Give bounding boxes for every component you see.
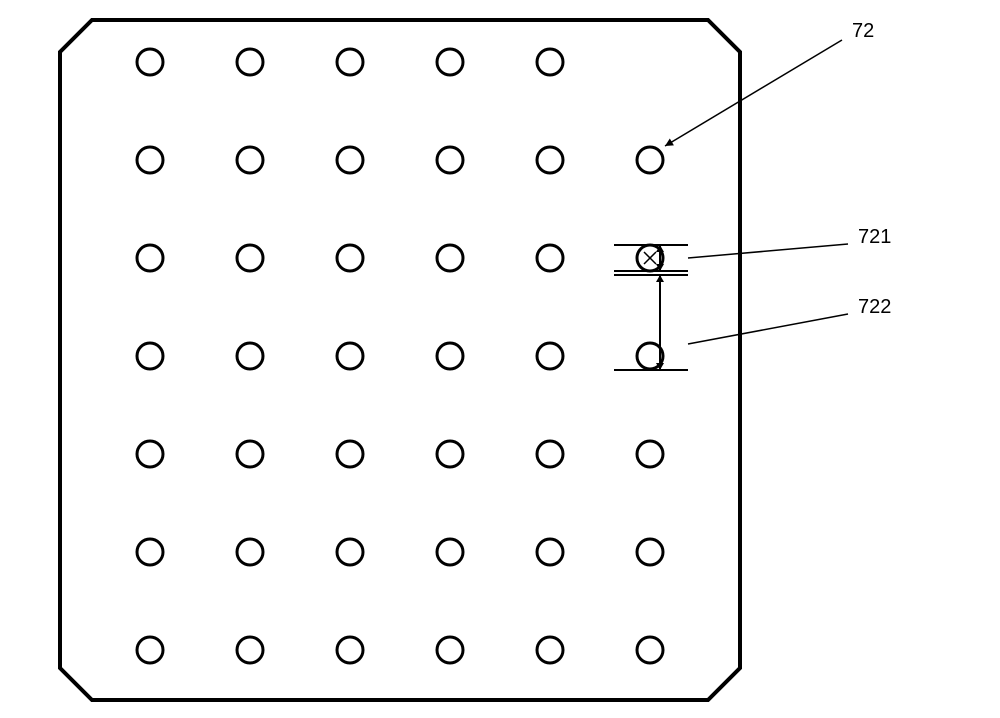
callout-label-hole-ref: 72	[852, 20, 874, 43]
hole	[337, 147, 363, 173]
hole	[637, 147, 663, 173]
hole	[437, 441, 463, 467]
hole	[637, 539, 663, 565]
hole	[337, 637, 363, 663]
callout-label-row-pitch: 722	[858, 296, 891, 319]
hole	[537, 637, 563, 663]
hole	[337, 49, 363, 75]
hole	[537, 343, 563, 369]
hole	[237, 245, 263, 271]
hole	[637, 441, 663, 467]
callout-label-hole-diameter: 721	[858, 226, 891, 249]
hole	[337, 539, 363, 565]
hole	[537, 147, 563, 173]
hole	[537, 245, 563, 271]
hole	[237, 147, 263, 173]
hole	[537, 441, 563, 467]
hole	[437, 343, 463, 369]
hole	[337, 245, 363, 271]
hole	[337, 441, 363, 467]
hole	[137, 49, 163, 75]
hole	[537, 539, 563, 565]
hole	[337, 343, 363, 369]
hole	[437, 49, 463, 75]
hole	[237, 637, 263, 663]
hole	[237, 539, 263, 565]
hole	[437, 147, 463, 173]
hole	[137, 343, 163, 369]
hole	[237, 441, 263, 467]
hole	[137, 539, 163, 565]
diagram-stage: 72 721 722	[0, 0, 1000, 718]
hole	[437, 539, 463, 565]
hole	[437, 637, 463, 663]
hole	[137, 245, 163, 271]
hole	[137, 637, 163, 663]
diagram-svg	[0, 0, 1000, 718]
hole	[137, 441, 163, 467]
hole	[237, 49, 263, 75]
hole	[237, 343, 263, 369]
hole	[137, 147, 163, 173]
hole	[637, 637, 663, 663]
hole	[437, 245, 463, 271]
hole	[537, 49, 563, 75]
